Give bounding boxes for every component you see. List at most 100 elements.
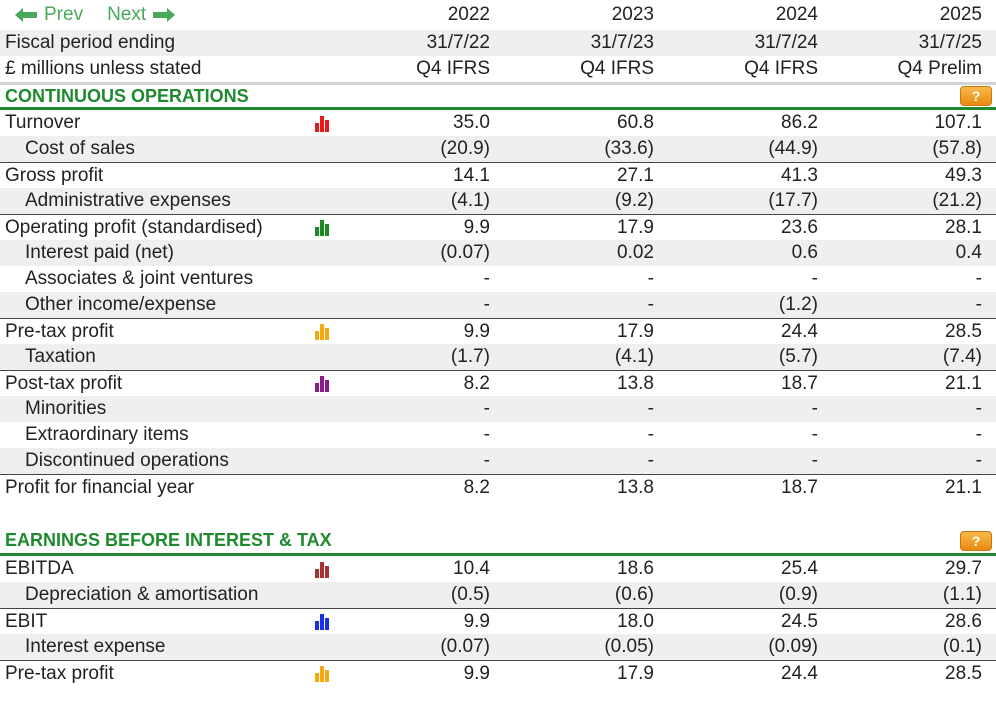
cell: 29.7 [945, 558, 982, 579]
cell: Q4 IFRS [416, 58, 490, 79]
cell: - [975, 424, 982, 445]
row-label: Turnover [5, 112, 81, 133]
cell: (33.6) [604, 138, 654, 159]
cell: (7.4) [942, 346, 982, 367]
bar-chart-icon[interactable] [315, 665, 329, 682]
bar-chart-icon[interactable] [315, 375, 329, 392]
cell: (0.1) [942, 636, 982, 657]
row-label: Associates & joint ventures [25, 268, 254, 289]
cell: 14.1 [453, 164, 490, 186]
year-2024: 2024 [775, 4, 818, 25]
cell: 24.4 [781, 662, 818, 684]
cell: 31/7/23 [590, 32, 654, 53]
cell: (17.7) [768, 190, 818, 211]
nav-bar: Prev Next [0, 4, 360, 26]
table-row: Taxation (1.7) (4.1) (5.7) (7.4) [0, 344, 996, 370]
cell: (0.07) [440, 242, 490, 263]
cell: 28.6 [945, 610, 982, 632]
table-row: Post-tax profit 8.2 13.8 18.7 21.1 [0, 370, 996, 396]
cell: (57.8) [932, 138, 982, 159]
cell: - [811, 424, 818, 445]
cell: 24.5 [781, 610, 818, 632]
cell: 25.4 [781, 558, 818, 579]
cell: 0.02 [617, 242, 654, 263]
cell: 28.5 [945, 662, 982, 684]
table-row: Associates & joint ventures - - - - [0, 266, 996, 292]
cell: 18.7 [781, 476, 818, 498]
row-label: Gross profit [5, 164, 104, 186]
cell: - [647, 424, 654, 445]
year-2023: 2023 [611, 4, 654, 25]
cell: 86.2 [781, 112, 818, 133]
table-row: Discontinued operations - - - - [0, 448, 996, 474]
cell: Q4 IFRS [580, 58, 654, 79]
cell: 17.9 [617, 320, 654, 342]
table-row: Minorities - - - - [0, 396, 996, 422]
row-label: EBIT [5, 610, 48, 632]
row-label: Cost of sales [25, 138, 135, 159]
help-button[interactable]: ? [960, 530, 992, 551]
cell: - [647, 294, 654, 315]
cell: (44.9) [768, 138, 818, 159]
cell: 21.1 [945, 476, 982, 498]
section-spacer [0, 500, 996, 528]
next-button[interactable]: Next [107, 4, 176, 26]
row-label: Pre-tax profit [5, 320, 114, 342]
cell: - [975, 450, 982, 471]
table-row: Interest expense (0.07) (0.05) (0.09) (0.1) [0, 634, 996, 660]
cell: (0.6) [614, 584, 654, 605]
cell: 31/7/25 [918, 32, 982, 53]
cell: (0.5) [450, 584, 490, 605]
section-ebit: EARNINGS BEFORE INTEREST & TAX ? [0, 528, 996, 556]
units-row: £ millions unless stated Q4 IFRS Q4 IFRS… [0, 56, 996, 82]
table-row: EBIT 9.9 18.0 24.5 28.6 [0, 608, 996, 634]
cell: 17.9 [617, 216, 654, 238]
cell: (0.07) [440, 636, 490, 657]
prev-label: Prev [44, 4, 84, 25]
row-label: EBITDA [5, 558, 74, 579]
cell: 60.8 [617, 112, 654, 133]
cell: (1.2) [778, 294, 818, 315]
row-label: Taxation [25, 346, 96, 367]
row-label: £ millions unless stated [5, 58, 202, 79]
cell: - [483, 268, 490, 289]
cell: 27.1 [617, 164, 654, 186]
cell: (5.7) [778, 346, 818, 367]
bar-chart-icon[interactable] [315, 613, 329, 630]
bar-chart-icon[interactable] [315, 219, 329, 236]
table-row: Profit for financial year 8.2 13.8 18.7 21.1 [0, 474, 996, 500]
bar-chart-icon[interactable] [315, 561, 329, 578]
row-label: Operating profit (standardised) [5, 216, 263, 238]
cell: 17.9 [617, 662, 654, 684]
cell: - [483, 424, 490, 445]
next-label: Next [107, 4, 147, 25]
table-row: Pre-tax profit 9.9 17.9 24.4 28.5 [0, 318, 996, 344]
table-row: Administrative expenses (4.1) (9.2) (17.7) (… [0, 188, 996, 214]
cell: 21.1 [945, 372, 982, 394]
cell: 49.3 [945, 164, 982, 186]
cell: 9.9 [463, 610, 490, 632]
row-label: Discontinued operations [25, 450, 229, 471]
table-row: Pre-tax profit 9.9 17.9 24.4 28.5 [0, 660, 996, 686]
year-2022: 2022 [447, 4, 490, 25]
cell: - [975, 398, 982, 419]
cell: (4.1) [450, 190, 490, 211]
help-button[interactable]: ? [960, 86, 992, 106]
row-label: Fiscal period ending [5, 32, 176, 53]
cell: 0.4 [955, 242, 982, 263]
cell: - [647, 268, 654, 289]
table-row: Turnover 35.0 60.8 86.2 107.1 [0, 110, 996, 136]
cell: 23.6 [781, 216, 818, 238]
bar-chart-icon[interactable] [315, 115, 329, 132]
row-label: Pre-tax profit [5, 662, 114, 684]
prev-button[interactable]: Prev [14, 4, 83, 26]
cell: 107.1 [934, 112, 982, 133]
cell: - [811, 398, 818, 419]
cell: 9.9 [463, 320, 490, 342]
cell: 18.6 [617, 558, 654, 579]
bar-chart-icon[interactable] [315, 323, 329, 340]
table-row: EBITDA 10.4 18.6 25.4 29.7 [0, 556, 996, 582]
cell: 31/7/22 [426, 32, 490, 53]
cell: 0.6 [791, 242, 818, 263]
cell: 28.5 [945, 320, 982, 342]
